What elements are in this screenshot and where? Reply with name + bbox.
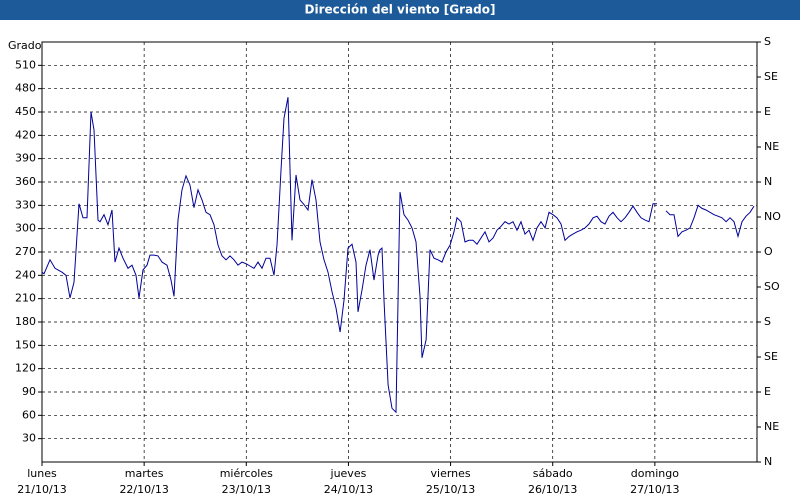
- y2-tick-label: NE: [764, 420, 779, 433]
- y-axis-label: Grado: [8, 39, 42, 52]
- y-tick-label: 300: [15, 222, 36, 235]
- y-tick-label: 330: [15, 198, 36, 211]
- x-tick-label: viernes: [431, 467, 471, 480]
- y2-tick-label: N: [764, 175, 772, 188]
- x-tick-label: martes: [125, 467, 164, 480]
- x-tick-label: jueves: [330, 467, 367, 480]
- x-tick-label: lunes: [27, 467, 57, 480]
- y-tick-label: 90: [22, 385, 36, 398]
- y2-tick-label: O: [764, 245, 773, 258]
- y-tick-label: 210: [15, 292, 36, 305]
- y2-tick-label: NO: [764, 210, 781, 223]
- y-tick-label: 360: [15, 175, 36, 188]
- y-tick-label: 390: [15, 152, 36, 165]
- y-tick-label: 450: [15, 105, 36, 118]
- x-tick-label: domingo: [631, 467, 679, 480]
- y-tick-label: 420: [15, 128, 36, 141]
- y-tick-label: 240: [15, 268, 36, 281]
- y2-tick-label: S: [764, 35, 771, 48]
- y-tick-label: 180: [15, 315, 36, 328]
- x-tick-date: 22/10/13: [119, 483, 168, 496]
- y-tick-label: 270: [15, 245, 36, 258]
- y-tick-label: 510: [15, 58, 36, 71]
- y2-tick-label: E: [764, 105, 771, 118]
- y2-tick-label: NE: [764, 140, 779, 153]
- x-tick-date: 24/10/13: [324, 483, 373, 496]
- y-tick-label: 150: [15, 338, 36, 351]
- chart-area: [0, 20, 800, 500]
- y2-tick-label: SE: [764, 350, 778, 363]
- y-tick-label: 120: [15, 362, 36, 375]
- x-tick-label: sábado: [533, 467, 573, 480]
- plot-border: [41, 41, 758, 463]
- x-tick-date: 21/10/13: [17, 483, 66, 496]
- y2-tick-label: SE: [764, 70, 778, 83]
- x-tick-date: 26/10/13: [528, 483, 577, 496]
- title-bar: [0, 0, 800, 20]
- y2-tick-label: SO: [764, 280, 780, 293]
- chart-title: Dirección del viento [Grado]: [305, 3, 496, 17]
- y2-tick-label: E: [764, 385, 771, 398]
- x-tick-date: 27/10/13: [630, 483, 679, 496]
- y-tick-label: 30: [22, 432, 36, 445]
- x-tick-date: 25/10/13: [426, 483, 475, 496]
- x-tick-date: 23/10/13: [222, 483, 271, 496]
- y2-tick-label: N: [764, 455, 772, 468]
- x-tick-label: miércoles: [220, 467, 273, 480]
- y-tick-label: 60: [22, 408, 36, 421]
- y-tick-label: 480: [15, 82, 36, 95]
- y2-tick-label: S: [764, 315, 771, 328]
- data-line: [41, 97, 755, 414]
